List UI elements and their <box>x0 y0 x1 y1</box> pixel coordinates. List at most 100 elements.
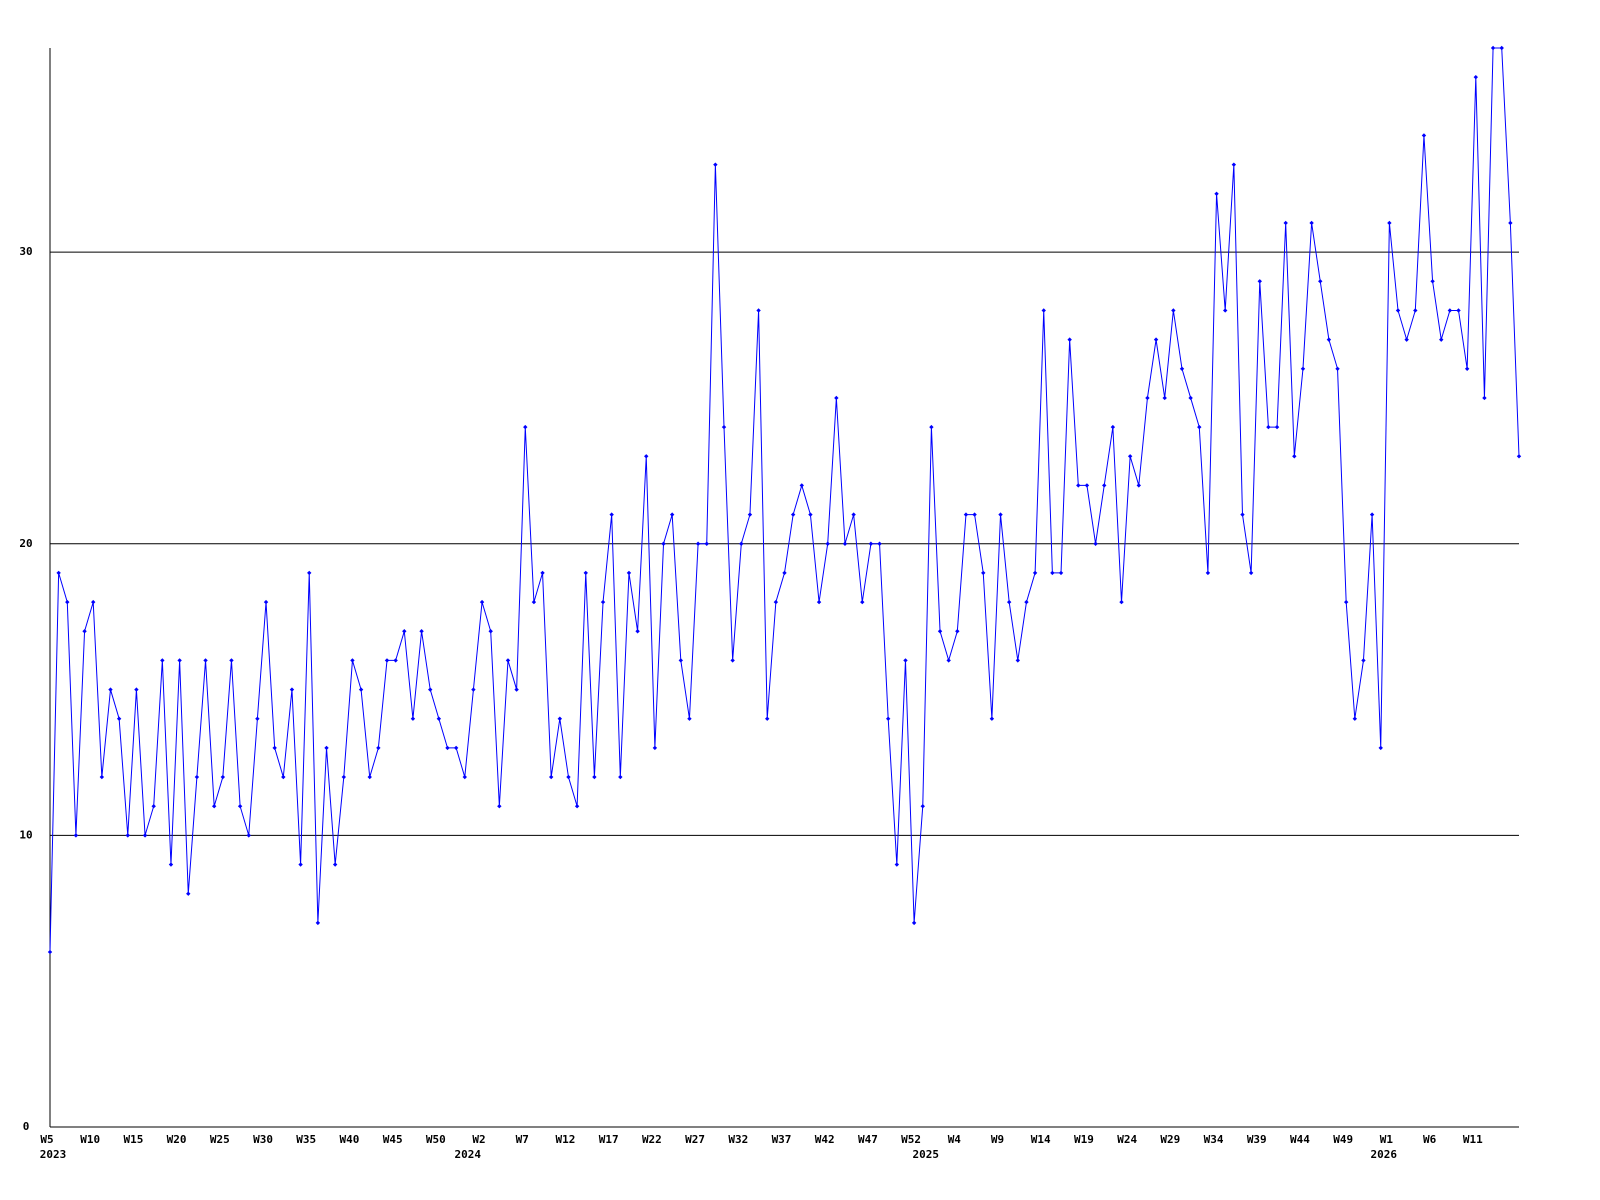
x-group-label: 2023 <box>40 1148 67 1161</box>
data-point <box>1119 599 1124 605</box>
data-point <box>790 512 796 517</box>
data-point <box>211 804 217 809</box>
x-tick-label: W29 <box>1160 1133 1180 1146</box>
data-point <box>877 541 882 546</box>
data-point <box>1015 658 1021 663</box>
x-tick-label: W11 <box>1463 1133 1483 1146</box>
data-point <box>739 541 744 546</box>
data-point <box>1516 454 1522 459</box>
data-point <box>1214 191 1219 197</box>
data-point <box>1369 512 1375 517</box>
x-tick-label: W10 <box>80 1133 100 1146</box>
data-point <box>246 833 251 838</box>
data-point <box>1430 279 1435 284</box>
data-point <box>65 599 70 605</box>
x-tick-label: W37 <box>772 1133 792 1146</box>
data-point <box>730 658 735 663</box>
data-point <box>540 570 545 576</box>
data-point <box>1326 337 1332 342</box>
data-point <box>661 541 666 546</box>
y-tick-label: 20 <box>19 537 32 550</box>
data-point <box>695 541 701 546</box>
data-point <box>281 774 286 780</box>
data-point <box>842 541 848 546</box>
data-point <box>376 745 381 751</box>
x-tick-label: W25 <box>210 1133 230 1146</box>
x-tick-label: W9 <box>991 1133 1004 1146</box>
data-point <box>1248 570 1254 576</box>
data-point <box>505 658 511 663</box>
x-tick-label: W47 <box>858 1133 878 1146</box>
data-point <box>868 541 874 546</box>
data-point <box>177 658 182 663</box>
data-point <box>324 745 329 751</box>
data-point <box>488 629 493 634</box>
data-point <box>929 424 934 430</box>
data-point <box>116 716 122 721</box>
data-point <box>1006 599 1012 605</box>
data-point <box>73 833 79 838</box>
data-point <box>592 774 597 780</box>
data-point <box>151 804 156 809</box>
x-tick-label: W12 <box>556 1133 576 1146</box>
data-point <box>194 774 200 780</box>
x-tick-label: W34 <box>1204 1133 1224 1146</box>
data-point <box>160 658 165 663</box>
x-tick-label: W5 <box>40 1133 53 1146</box>
data-point <box>497 804 502 809</box>
data-point <box>1162 395 1167 401</box>
data-point <box>471 687 476 692</box>
data-point <box>972 512 977 517</box>
data-point <box>1361 658 1366 663</box>
data-point <box>263 599 269 605</box>
x-tick-label: W22 <box>642 1133 662 1146</box>
data-point <box>885 716 891 721</box>
data-point <box>1110 424 1116 430</box>
data-point <box>1490 45 1496 51</box>
x-group-label: 2024 <box>455 1148 482 1161</box>
data-point <box>1153 337 1159 342</box>
data-point <box>600 599 606 605</box>
data-point <box>1179 366 1185 371</box>
data-point <box>721 424 727 430</box>
data-point <box>1145 395 1150 401</box>
data-point <box>402 629 407 634</box>
data-point <box>765 716 770 721</box>
data-point <box>1093 541 1098 546</box>
x-tick-label: W49 <box>1333 1133 1353 1146</box>
data-point <box>462 774 467 780</box>
data-point <box>410 716 416 721</box>
x-tick-label: W30 <box>253 1133 273 1146</box>
data-point <box>1024 599 1029 605</box>
x-tick-label: W1 <box>1380 1133 1394 1146</box>
data-point <box>1257 279 1262 284</box>
x-tick-label: W32 <box>728 1133 748 1146</box>
data-point <box>963 512 969 517</box>
data-point <box>920 804 925 809</box>
data-point <box>1283 220 1288 226</box>
data-point <box>1387 220 1392 226</box>
data-point <box>237 804 243 809</box>
data-point <box>937 629 943 634</box>
data-point <box>255 716 260 721</box>
x-tick-label: W40 <box>340 1133 360 1146</box>
x-tick-label: W2 <box>472 1133 485 1146</box>
data-point <box>946 658 951 663</box>
data-point <box>1032 570 1038 576</box>
data-point <box>203 658 208 663</box>
data-point <box>799 483 804 488</box>
data-point <box>548 774 554 780</box>
data-point <box>903 658 908 663</box>
data-point <box>1421 133 1427 138</box>
data-point <box>1456 308 1461 313</box>
data-point <box>911 920 917 926</box>
data-point <box>635 629 640 634</box>
data-point <box>1136 483 1141 488</box>
data-point <box>289 687 295 692</box>
data-point <box>678 658 684 663</box>
data-point <box>747 512 753 517</box>
data-point <box>1499 45 1504 51</box>
data-point <box>981 570 986 576</box>
data-point <box>609 512 614 517</box>
